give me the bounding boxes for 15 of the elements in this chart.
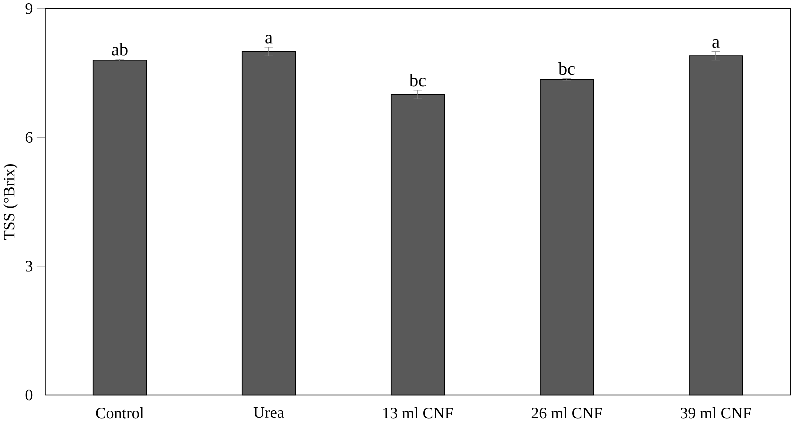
annotation: bc xyxy=(558,62,575,75)
annotation: ab xyxy=(112,42,128,56)
x-tick-label: 39 ml CNF xyxy=(681,407,752,419)
x-tick-label: Control xyxy=(96,407,144,419)
x-tick-label: Urea xyxy=(254,407,284,418)
annotation: bc xyxy=(410,74,426,87)
x-tick-label: 26 ml CNF xyxy=(532,407,602,419)
y-axis-title: TSS (°Brix) xyxy=(4,164,18,240)
y-tick-label: 9 xyxy=(26,3,33,14)
y-tick-label: 3 xyxy=(26,261,33,272)
annotation: a xyxy=(266,35,273,44)
y-tick-label: 6 xyxy=(26,132,33,143)
x-tick-label: 13 ml CNF xyxy=(384,407,454,419)
y-tick-label: 0 xyxy=(26,390,33,400)
annotation: a xyxy=(712,39,720,48)
